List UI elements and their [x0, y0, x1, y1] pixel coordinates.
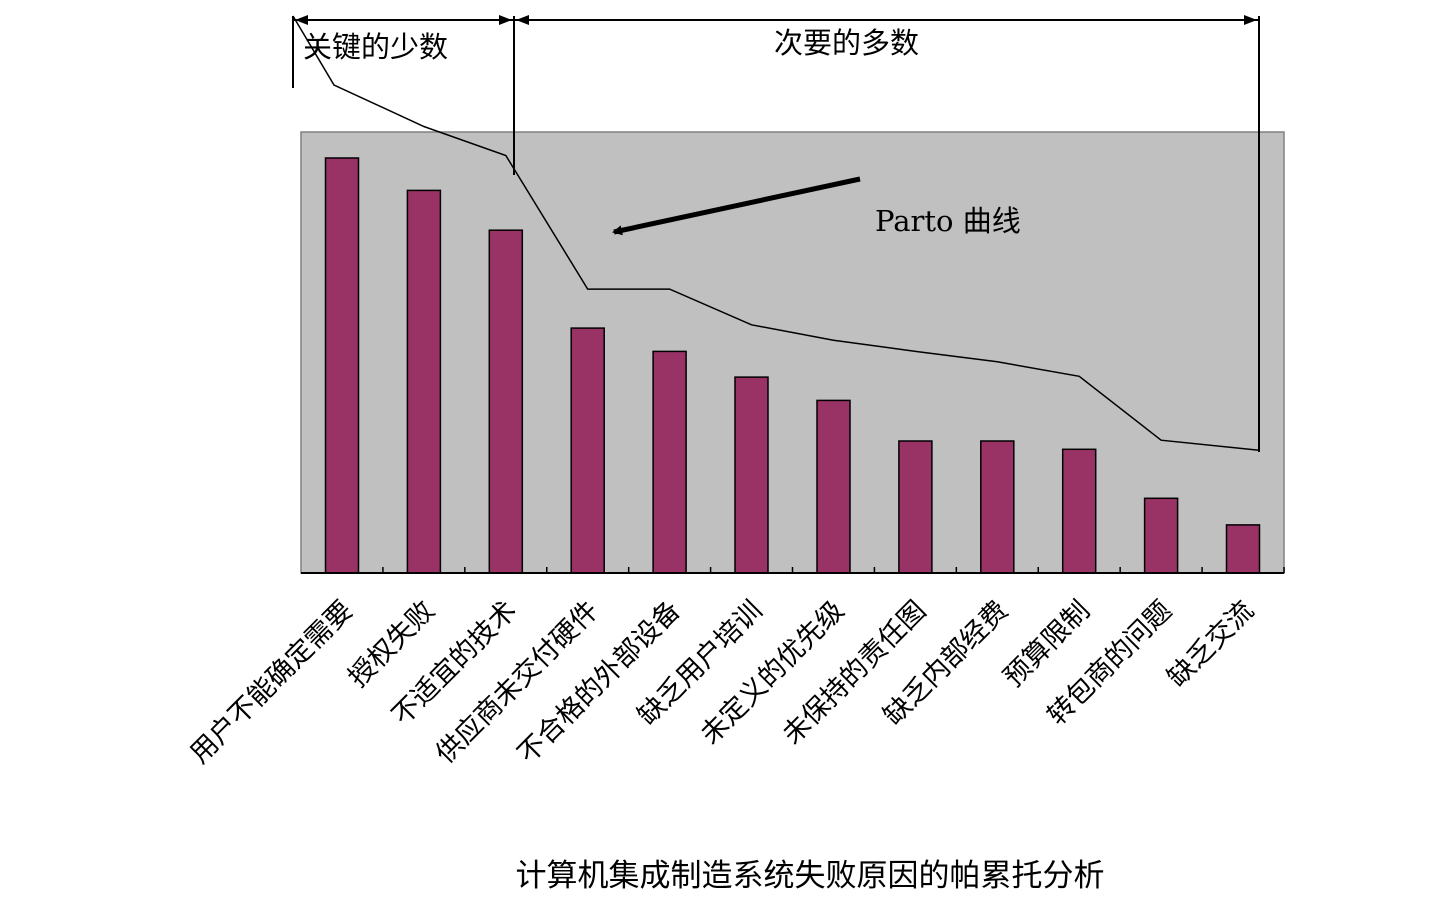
- x-axis-ticks: [382, 567, 1285, 573]
- bar: [734, 376, 769, 574]
- category-label: 未定义的优先级: [695, 595, 851, 751]
- category-label: 用户不能确定需要: [184, 595, 359, 770]
- chart-title: 计算机集成制造系统失败原因的帕累托分析: [516, 858, 1105, 894]
- category-labels: 用户不能确定需要授权失败不适宜的技术供应商未交付硬件不合格的外部设备缺乏用户培训…: [184, 595, 1260, 770]
- bar: [1061, 448, 1097, 574]
- category-label: 未保持的责任图: [777, 595, 933, 751]
- trivial-many-label: 次要的多数: [774, 26, 919, 60]
- bar: [324, 157, 360, 574]
- bar: [980, 440, 1015, 574]
- bar: [570, 327, 605, 574]
- bar: [898, 440, 933, 574]
- bar: [406, 189, 442, 574]
- pareto-curve: [292, 15, 1260, 451]
- arrowhead-left: [295, 15, 308, 25]
- arrowhead-mid-left: [499, 15, 512, 25]
- bar: [1225, 524, 1261, 574]
- arrowhead-mid-right: [516, 15, 529, 25]
- pareto-curve-label: Parto 曲线: [875, 204, 1021, 238]
- bar: [1143, 497, 1179, 574]
- bar: [816, 399, 851, 574]
- plot-area: [300, 131, 1285, 574]
- category-label: 缺乏交流: [1162, 595, 1260, 693]
- bars-group: [324, 157, 1261, 574]
- vital-few-label: 关键的少数: [303, 30, 448, 64]
- region-arrowheads: [295, 15, 1257, 25]
- curve-pointer-arrow: [612, 176, 861, 236]
- region-brackets: [292, 16, 1260, 452]
- bar: [488, 229, 524, 574]
- arrowhead-right: [1244, 15, 1257, 25]
- bar: [652, 350, 687, 574]
